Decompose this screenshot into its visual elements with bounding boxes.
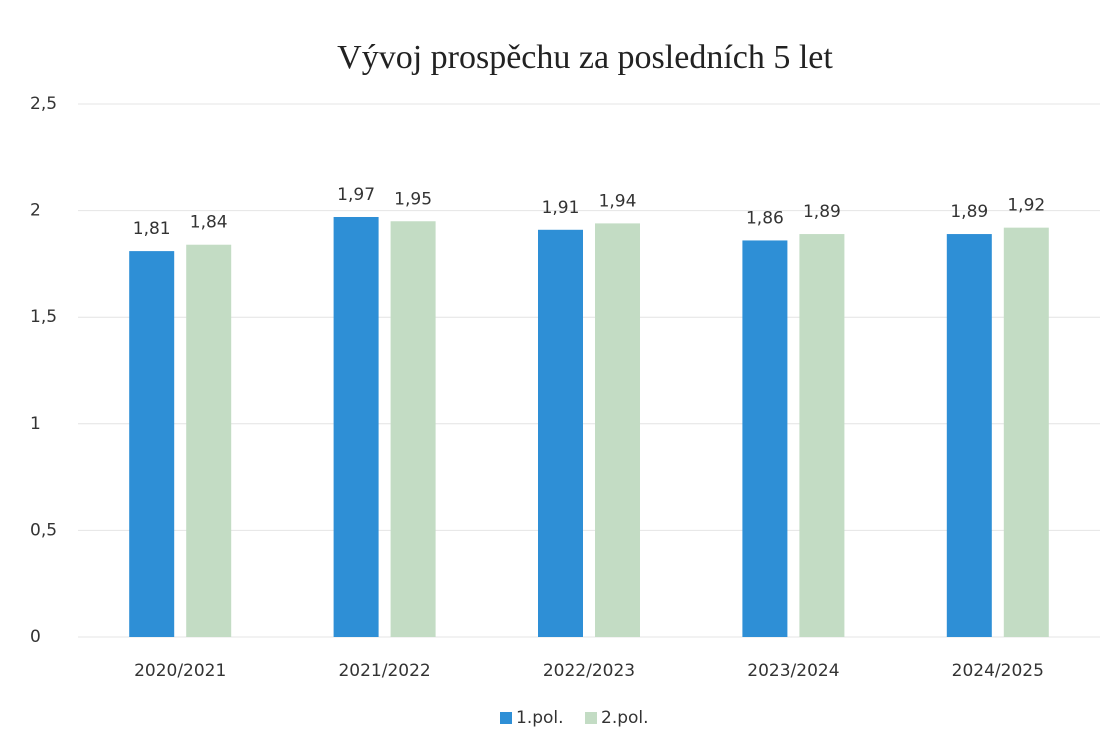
x-tick-label: 2021/2022 bbox=[338, 661, 430, 681]
legend-label: 1.pol. bbox=[516, 708, 564, 728]
bar bbox=[390, 221, 436, 637]
bar bbox=[186, 244, 232, 637]
data-label: 1,89 bbox=[950, 202, 988, 222]
data-label: 1,97 bbox=[337, 185, 375, 205]
y-tick-label: 1 bbox=[30, 414, 41, 434]
x-tick-label: 2023/2024 bbox=[747, 661, 839, 681]
data-label: 1,91 bbox=[542, 198, 580, 218]
data-label: 1,84 bbox=[190, 213, 228, 233]
y-tick-label: 0,5 bbox=[30, 520, 57, 540]
legend-swatch bbox=[500, 712, 512, 724]
legend-label: 2.pol. bbox=[601, 708, 649, 728]
x-tick-label: 2020/2021 bbox=[134, 661, 226, 681]
y-tick-label: 2 bbox=[30, 201, 41, 221]
bar bbox=[1003, 227, 1049, 637]
data-label: 1,95 bbox=[394, 189, 432, 209]
bar bbox=[595, 223, 640, 637]
y-tick-label: 1,5 bbox=[30, 307, 57, 327]
data-label: 1,92 bbox=[1007, 196, 1045, 216]
data-label: 1,89 bbox=[803, 202, 841, 222]
y-tick-label: 0 bbox=[30, 627, 41, 647]
data-label: 1,86 bbox=[746, 208, 784, 228]
chart-title: Vývoj prospěchu za posledních 5 let bbox=[337, 39, 833, 76]
bar bbox=[799, 234, 845, 637]
bar bbox=[742, 240, 788, 637]
data-label: 1,94 bbox=[599, 191, 637, 211]
bar bbox=[333, 216, 379, 637]
legend-swatch bbox=[585, 712, 597, 724]
y-tick-label: 2,5 bbox=[30, 94, 57, 114]
bar bbox=[946, 234, 992, 637]
x-tick-label: 2022/2023 bbox=[543, 661, 635, 681]
x-tick-label: 2024/2025 bbox=[952, 661, 1044, 681]
bar bbox=[538, 229, 583, 637]
bar bbox=[129, 251, 175, 637]
data-label: 1,81 bbox=[133, 219, 171, 239]
